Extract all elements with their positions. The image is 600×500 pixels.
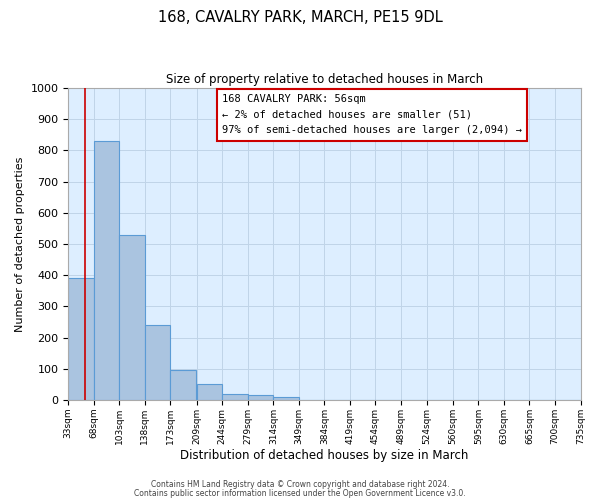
- Bar: [68, 278, 94, 400]
- Bar: [197, 384, 222, 400]
- Text: 168, CAVALRY PARK, MARCH, PE15 9DL: 168, CAVALRY PARK, MARCH, PE15 9DL: [158, 10, 442, 25]
- Text: Contains public sector information licensed under the Open Government Licence v3: Contains public sector information licen…: [134, 489, 466, 498]
- Bar: [170, 370, 196, 400]
- Bar: [119, 234, 145, 400]
- Bar: [274, 397, 299, 400]
- Bar: [94, 141, 119, 400]
- Text: Contains HM Land Registry data © Crown copyright and database right 2024.: Contains HM Land Registry data © Crown c…: [151, 480, 449, 489]
- Title: Size of property relative to detached houses in March: Size of property relative to detached ho…: [166, 72, 483, 86]
- Text: 168 CAVALRY PARK: 56sqm
← 2% of detached houses are smaller (51)
97% of semi-det: 168 CAVALRY PARK: 56sqm ← 2% of detached…: [222, 94, 522, 136]
- Y-axis label: Number of detached properties: Number of detached properties: [15, 156, 25, 332]
- Bar: [222, 394, 248, 400]
- Bar: [248, 396, 274, 400]
- Bar: [145, 325, 170, 400]
- X-axis label: Distribution of detached houses by size in March: Distribution of detached houses by size …: [180, 450, 469, 462]
